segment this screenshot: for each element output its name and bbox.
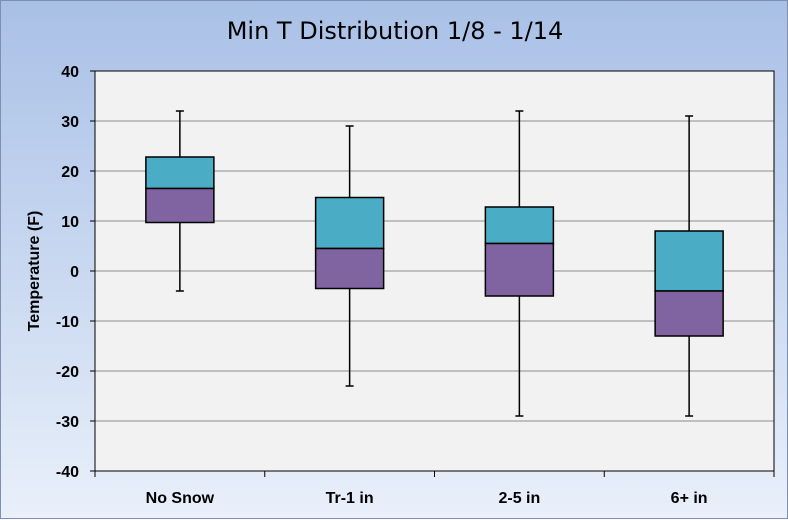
axis-ticks: 40 30 20 10 0 -10 -20 -30 -40 No Snow Tr-1 in 2-5 i… [56, 64, 775, 507]
box-lower-quartile [654, 290, 724, 337]
y-tick-label: 10 [61, 214, 79, 231]
x-tick-label: 2-5 in [498, 490, 540, 507]
chart-title: Min T Distribution 1/8 - 1/14 [227, 17, 564, 45]
box-upper-quartile [145, 156, 215, 190]
y-tick-label: 0 [70, 264, 79, 281]
box-upper-quartile [654, 230, 724, 292]
box-upper-quartile [314, 196, 385, 250]
box-upper-quartile [484, 206, 555, 245]
x-tick-label: Tr-1 in [326, 490, 374, 507]
y-tick-label: 40 [61, 64, 79, 81]
y-tick-label: -20 [56, 364, 79, 381]
y-tick-label: 20 [61, 164, 79, 181]
boxes [145, 110, 724, 417]
y-tick-label: -40 [56, 464, 79, 481]
box-lower-quartile [314, 247, 385, 290]
y-axis-label: Temperature (F) [26, 211, 43, 332]
y-tick-label: -30 [56, 414, 79, 431]
x-tick-label: No Snow [146, 490, 215, 507]
box-lower-quartile [145, 187, 215, 224]
y-tick-label: -10 [56, 314, 79, 331]
x-tick-label: 6+ in [671, 490, 708, 507]
box-lower-quartile [484, 242, 555, 297]
y-tick-label: 30 [61, 114, 79, 131]
